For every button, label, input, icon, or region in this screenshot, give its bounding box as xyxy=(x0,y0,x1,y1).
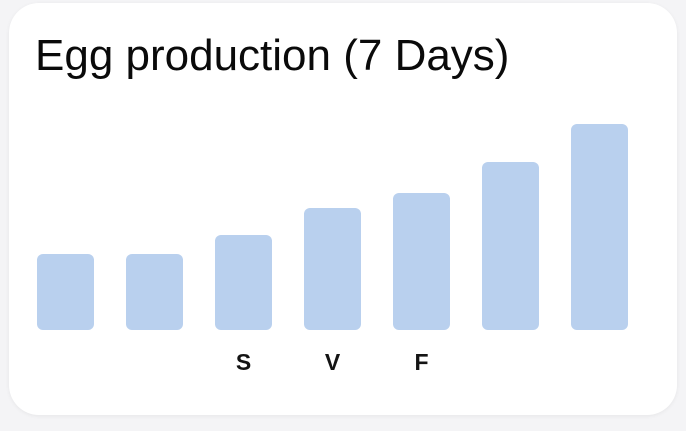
bar-label-4: V xyxy=(325,349,341,375)
bar-7 xyxy=(571,124,628,330)
bar-5 xyxy=(393,193,450,330)
bar-1 xyxy=(37,254,94,330)
bar-4 xyxy=(304,208,361,330)
bar-2 xyxy=(126,254,183,330)
card-title: Egg production (7 Days) xyxy=(35,31,510,80)
bar-label-3: S xyxy=(236,349,251,375)
bar-label-5: F xyxy=(414,349,428,375)
bar-6 xyxy=(482,162,539,330)
bars-group xyxy=(37,124,628,330)
bar-3 xyxy=(215,235,272,330)
